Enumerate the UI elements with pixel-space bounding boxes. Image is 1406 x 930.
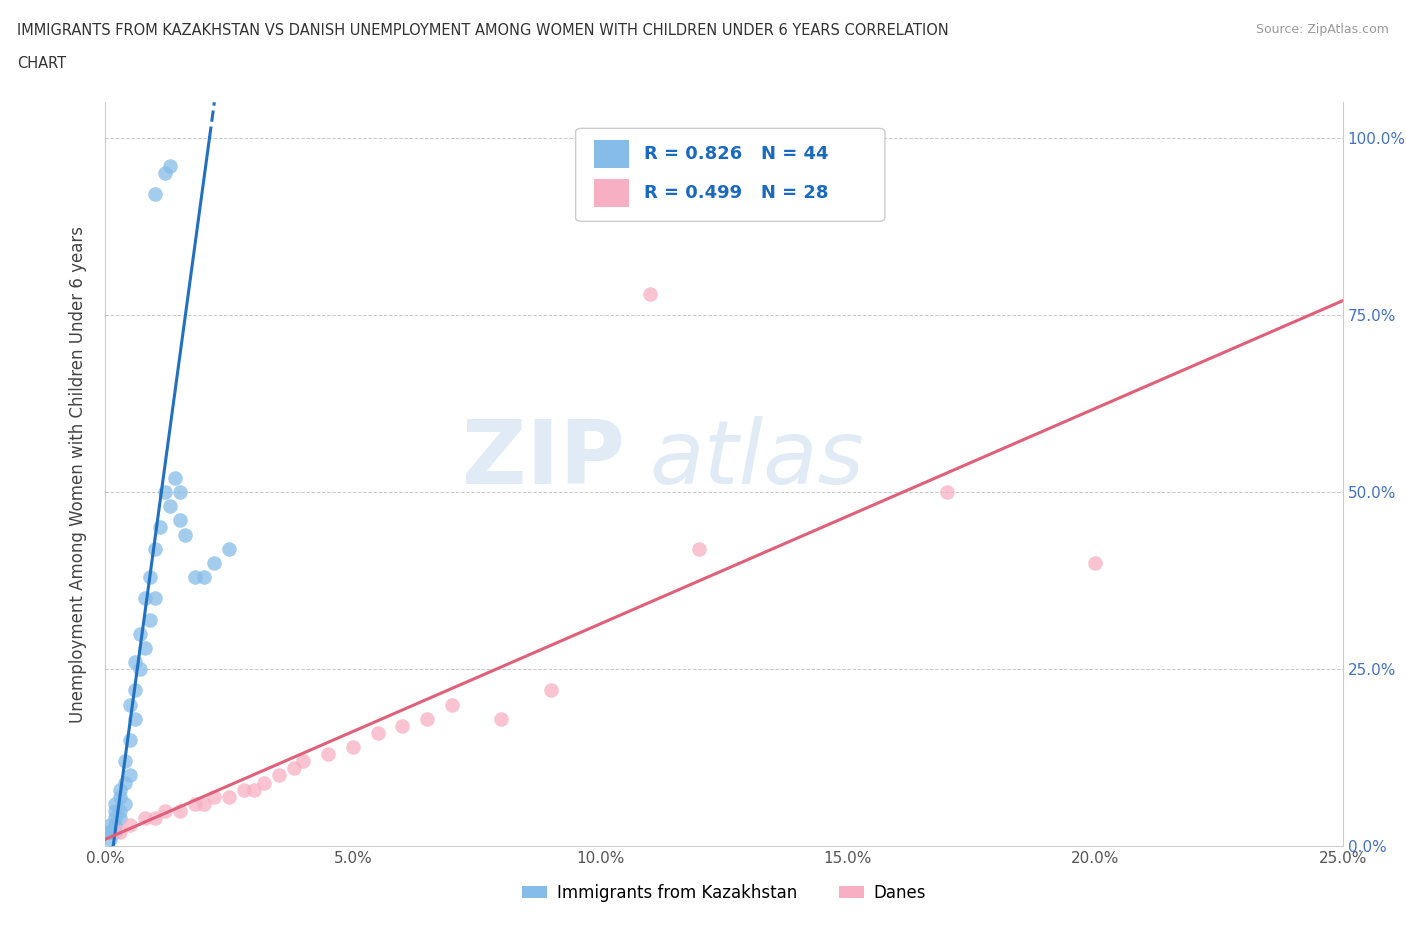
Point	[104, 796, 127, 811]
Point	[104, 804, 127, 818]
Point	[143, 541, 166, 556]
Text: R = 0.499   N = 28: R = 0.499 N = 28	[644, 184, 828, 202]
Point	[110, 825, 132, 840]
Point	[100, 825, 122, 840]
Point	[316, 747, 339, 762]
Point	[243, 782, 266, 797]
Point	[139, 612, 162, 627]
Point	[124, 683, 146, 698]
Point	[159, 159, 181, 174]
Point	[218, 541, 240, 556]
Point	[491, 711, 513, 726]
Point	[193, 796, 215, 811]
Text: atlas: atlas	[650, 417, 865, 502]
Point	[202, 790, 225, 804]
Point	[163, 471, 186, 485]
Point	[416, 711, 439, 726]
Point	[114, 775, 136, 790]
Point	[110, 811, 132, 826]
Point	[173, 527, 195, 542]
Point	[110, 804, 132, 818]
Point	[540, 683, 562, 698]
Point	[342, 739, 364, 754]
Point	[143, 591, 166, 605]
FancyBboxPatch shape	[595, 179, 628, 207]
Point	[104, 817, 127, 832]
Point	[120, 698, 142, 712]
Y-axis label: Unemployment Among Women with Children Under 6 years: Unemployment Among Women with Children U…	[69, 226, 87, 723]
Point	[110, 790, 132, 804]
Point	[100, 831, 122, 846]
Point	[183, 796, 205, 811]
Point	[134, 641, 156, 656]
Text: ZIP: ZIP	[463, 416, 626, 503]
Point	[440, 698, 463, 712]
FancyBboxPatch shape	[595, 140, 628, 168]
Text: Source: ZipAtlas.com: Source: ZipAtlas.com	[1256, 23, 1389, 36]
Point	[124, 655, 146, 670]
Point	[218, 790, 240, 804]
Point	[139, 569, 162, 584]
Point	[120, 817, 142, 832]
Text: CHART: CHART	[17, 56, 66, 71]
Point	[202, 555, 225, 570]
Point	[283, 761, 305, 776]
Point	[1084, 555, 1107, 570]
Point	[134, 591, 156, 605]
Point	[114, 754, 136, 769]
Point	[367, 725, 389, 740]
Point	[169, 804, 191, 818]
Point	[104, 825, 127, 840]
Point	[688, 541, 710, 556]
Point	[129, 626, 152, 641]
Point	[120, 733, 142, 748]
Point	[124, 711, 146, 726]
Point	[935, 485, 957, 499]
Point	[149, 520, 172, 535]
Point	[183, 569, 205, 584]
Point	[153, 166, 176, 180]
Point	[143, 187, 166, 202]
Point	[143, 811, 166, 826]
FancyBboxPatch shape	[575, 128, 884, 221]
Point	[134, 811, 156, 826]
Point	[104, 811, 127, 826]
Point	[153, 485, 176, 499]
Point	[638, 286, 661, 301]
Point	[233, 782, 256, 797]
Point	[391, 718, 413, 733]
Point	[153, 804, 176, 818]
Text: R = 0.826   N = 44: R = 0.826 N = 44	[644, 145, 828, 163]
Point	[100, 825, 122, 840]
Point	[292, 754, 315, 769]
Point	[100, 817, 122, 832]
Point	[267, 768, 290, 783]
Point	[114, 796, 136, 811]
Point	[193, 569, 215, 584]
Point	[110, 782, 132, 797]
Point	[169, 513, 191, 528]
Point	[253, 775, 276, 790]
Text: IMMIGRANTS FROM KAZAKHSTAN VS DANISH UNEMPLOYMENT AMONG WOMEN WITH CHILDREN UNDE: IMMIGRANTS FROM KAZAKHSTAN VS DANISH UNE…	[17, 23, 949, 38]
Point	[159, 498, 181, 513]
Point	[169, 485, 191, 499]
Point	[120, 768, 142, 783]
Point	[129, 662, 152, 677]
Legend: Immigrants from Kazakhstan, Danes: Immigrants from Kazakhstan, Danes	[515, 877, 934, 909]
